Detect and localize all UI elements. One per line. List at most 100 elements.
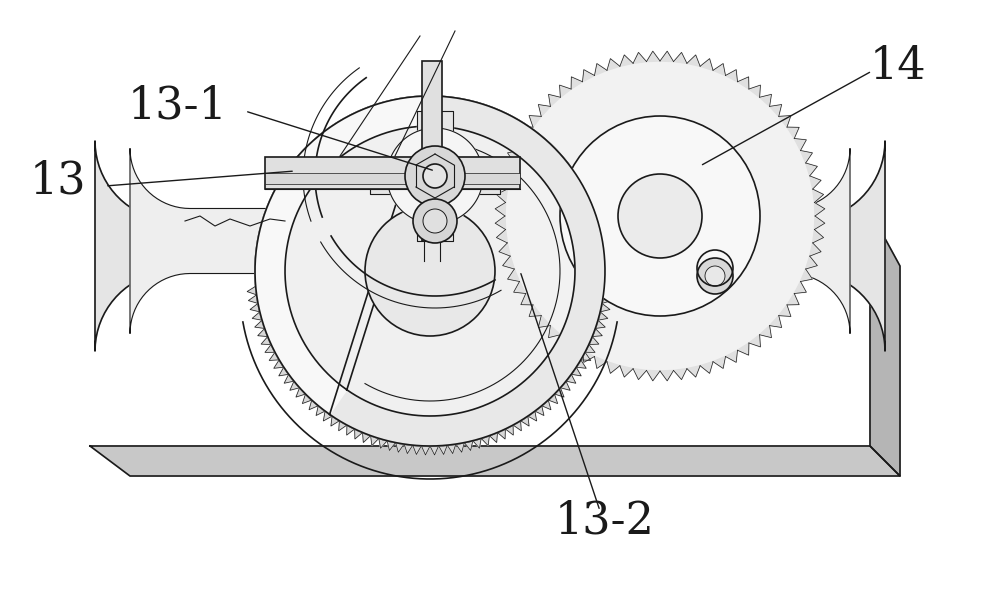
Polygon shape: [255, 320, 265, 329]
Polygon shape: [770, 316, 782, 328]
Polygon shape: [787, 127, 799, 138]
Circle shape: [705, 266, 725, 286]
Polygon shape: [607, 59, 620, 70]
Polygon shape: [582, 70, 594, 82]
Polygon shape: [633, 52, 646, 63]
Polygon shape: [396, 442, 404, 452]
Polygon shape: [435, 176, 483, 224]
Polygon shape: [521, 416, 529, 426]
Polygon shape: [674, 368, 687, 380]
Polygon shape: [595, 320, 605, 329]
Polygon shape: [316, 406, 325, 415]
Polygon shape: [800, 150, 812, 163]
Polygon shape: [130, 148, 850, 334]
Polygon shape: [95, 141, 885, 351]
Polygon shape: [620, 366, 633, 377]
Polygon shape: [464, 441, 473, 451]
Polygon shape: [538, 105, 550, 117]
Polygon shape: [421, 446, 430, 455]
Polygon shape: [417, 111, 453, 176]
Polygon shape: [760, 94, 771, 106]
Polygon shape: [554, 388, 564, 397]
Polygon shape: [687, 55, 700, 66]
Polygon shape: [247, 286, 257, 295]
Polygon shape: [339, 421, 347, 431]
Circle shape: [423, 209, 447, 233]
Polygon shape: [499, 176, 510, 189]
Polygon shape: [770, 105, 782, 117]
Polygon shape: [495, 203, 506, 216]
Polygon shape: [387, 176, 435, 224]
Circle shape: [618, 174, 702, 258]
Text: 13-1: 13-1: [128, 84, 228, 127]
Polygon shape: [700, 59, 713, 70]
Polygon shape: [560, 381, 570, 390]
Polygon shape: [810, 243, 821, 256]
Polygon shape: [581, 352, 591, 361]
Polygon shape: [603, 286, 613, 295]
Polygon shape: [355, 429, 363, 439]
Polygon shape: [548, 394, 558, 403]
Polygon shape: [713, 356, 726, 368]
Polygon shape: [529, 115, 541, 127]
Polygon shape: [549, 94, 560, 106]
Polygon shape: [607, 362, 620, 373]
Polygon shape: [514, 281, 526, 293]
Polygon shape: [323, 411, 332, 421]
Polygon shape: [514, 138, 526, 150]
Polygon shape: [497, 429, 505, 439]
Polygon shape: [302, 394, 312, 403]
Bar: [422, 173, 442, 241]
Polygon shape: [296, 388, 306, 397]
Circle shape: [255, 96, 605, 446]
Text: 13: 13: [30, 159, 87, 203]
Polygon shape: [529, 305, 541, 317]
Polygon shape: [248, 295, 258, 304]
Polygon shape: [749, 85, 760, 97]
Bar: [265, 173, 520, 184]
Polygon shape: [265, 344, 275, 352]
Polygon shape: [646, 51, 660, 61]
Polygon shape: [435, 129, 483, 176]
Polygon shape: [687, 366, 700, 377]
Polygon shape: [600, 304, 610, 312]
Polygon shape: [252, 312, 262, 320]
Polygon shape: [620, 55, 633, 66]
Polygon shape: [503, 256, 514, 269]
Polygon shape: [250, 304, 260, 312]
Circle shape: [421, 162, 449, 190]
Text: 13-2: 13-2: [555, 499, 655, 543]
Polygon shape: [592, 329, 602, 337]
Polygon shape: [90, 446, 900, 476]
Polygon shape: [560, 335, 571, 347]
Polygon shape: [290, 381, 300, 390]
Polygon shape: [417, 176, 453, 241]
Polygon shape: [258, 329, 268, 337]
Polygon shape: [737, 343, 749, 355]
Polygon shape: [413, 445, 421, 454]
Polygon shape: [806, 163, 817, 176]
Polygon shape: [806, 256, 817, 269]
Polygon shape: [261, 337, 271, 344]
Polygon shape: [508, 150, 520, 163]
Polygon shape: [404, 444, 413, 454]
Polygon shape: [521, 127, 533, 138]
Polygon shape: [760, 326, 771, 338]
Polygon shape: [814, 216, 825, 230]
Polygon shape: [481, 436, 489, 445]
Circle shape: [697, 258, 733, 294]
Polygon shape: [309, 400, 318, 410]
Polygon shape: [535, 406, 544, 415]
Circle shape: [560, 116, 760, 316]
Polygon shape: [521, 293, 533, 305]
Polygon shape: [576, 360, 586, 368]
Polygon shape: [585, 344, 595, 352]
Polygon shape: [571, 77, 582, 89]
Polygon shape: [794, 281, 806, 293]
Polygon shape: [496, 230, 507, 243]
Polygon shape: [571, 367, 581, 376]
Polygon shape: [473, 438, 481, 448]
Polygon shape: [700, 362, 713, 373]
Polygon shape: [674, 52, 687, 63]
Polygon shape: [646, 370, 660, 381]
